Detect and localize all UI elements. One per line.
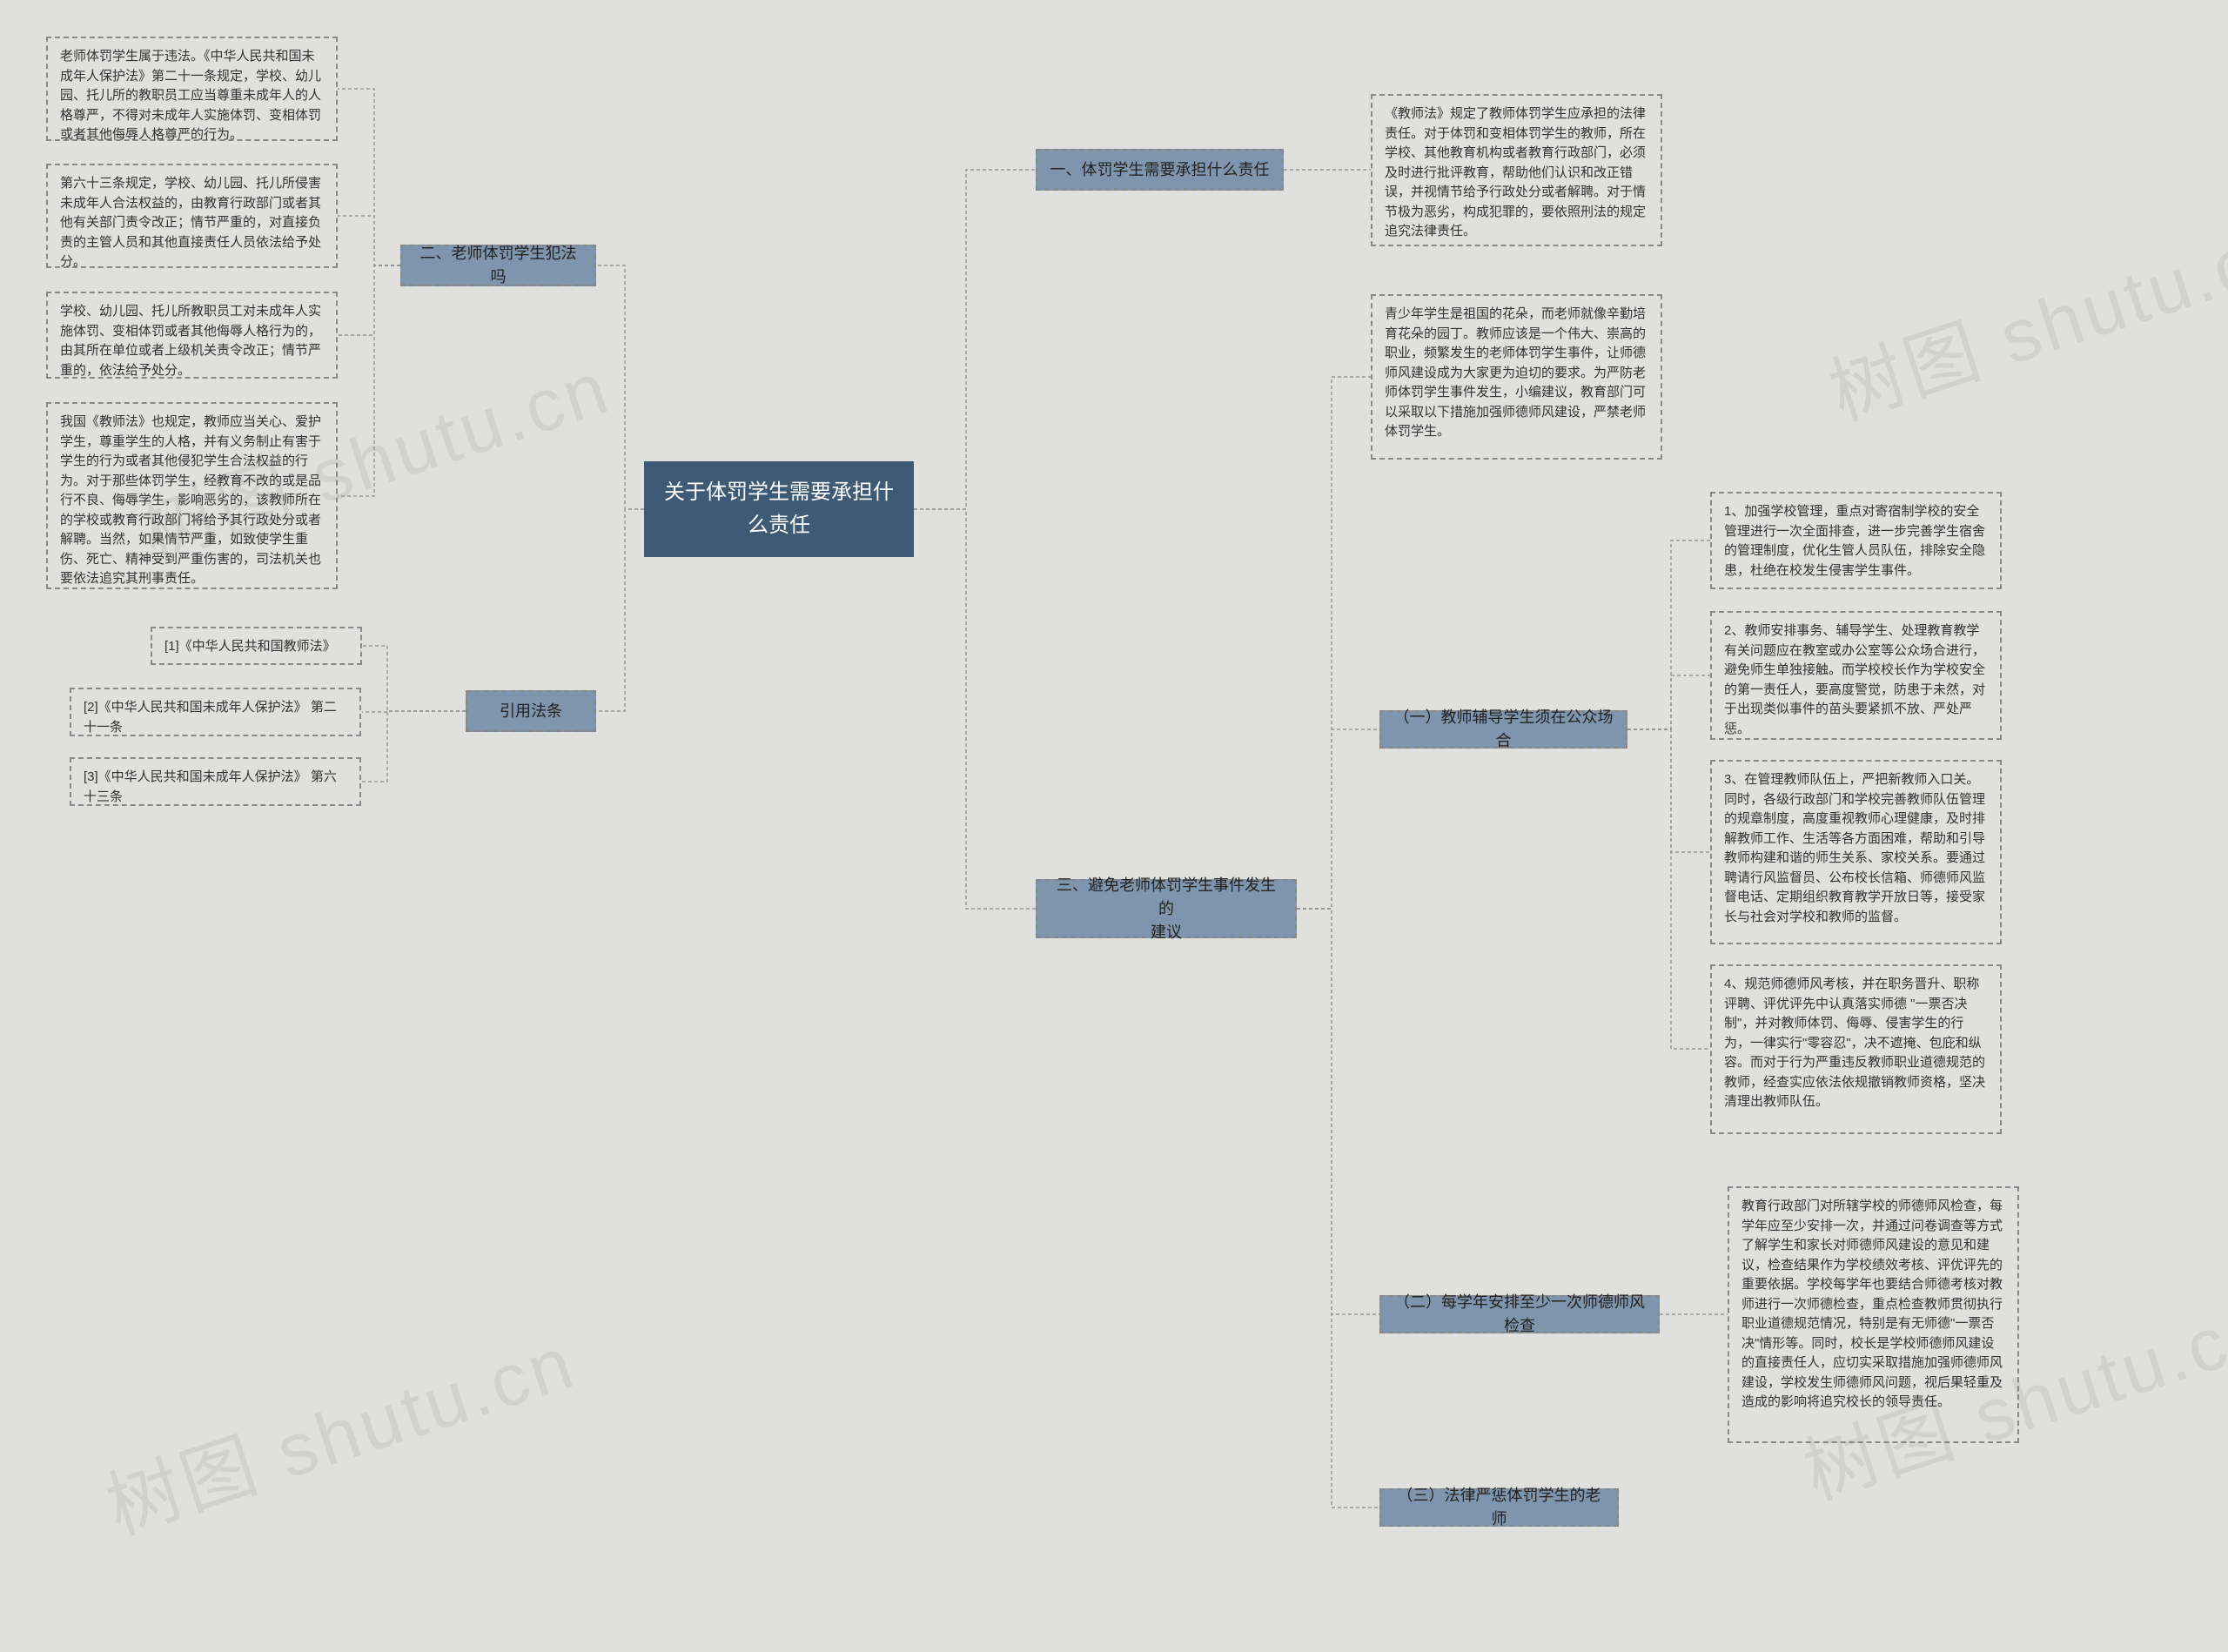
leaf: 1、加强学校管理，重点对寄宿制学校的安全管理进行一次全面排查，进一步完善学生宿舍… — [1710, 492, 2002, 589]
cat-left-2: 引用法条 — [466, 690, 596, 732]
leaf: [3]《中华人民共和国未成年人保护法》 第六十三条 — [70, 757, 361, 806]
watermark: 树图 shutu.cn — [91, 1303, 587, 1555]
cat-right-1: 一、体罚学生需要承担什么责任 — [1036, 149, 1284, 191]
leaf: 学校、幼儿园、托儿所教职员工对未成年人实施体罚、变相体罚或者其他侮辱人格行为的，… — [46, 292, 338, 379]
leaf: 老师体罚学生属于违法。《中华人民共和国未成年人保护法》第二十一条规定，学校、幼儿… — [46, 37, 338, 141]
leaf: 第六十三条规定，学校、幼儿园、托儿所侵害未成年人合法权益的，由教育行政部门或者其… — [46, 164, 338, 268]
leaf: [1]《中华人民共和国教师法》 — [151, 627, 362, 665]
leaf: 2、教师安排事务、辅导学生、处理教育教学有关问题应在教室或办公室等公众场合进行，… — [1710, 611, 2002, 740]
cat-left-1: 二、老师体罚学生犯法吗 — [400, 245, 596, 286]
subcat-2: （二）每学年安排至少一次师德师风检查 — [1379, 1295, 1660, 1333]
center-node: 关于体罚学生需要承担什 么责任 — [644, 461, 914, 557]
subcat-3: （三）法律严惩体罚学生的老师 — [1379, 1488, 1619, 1527]
leaf: 教育行政部门对所辖学校的师德师风检查，每学年应至少安排一次，并通过问卷调查等方式… — [1728, 1186, 2019, 1443]
cat-right-3: 三、避免老师体罚学生事件发生的 建议 — [1036, 879, 1297, 938]
leaf-intro: 青少年学生是祖国的花朵，而老师就像辛勤培育花朵的园丁。教师应该是一个伟大、崇高的… — [1371, 294, 1662, 460]
leaf: 4、规范师德师风考核，并在职务晋升、职称评聘、评优评先中认真落实师德 "一票否决… — [1710, 964, 2002, 1134]
leaf: 《教师法》规定了教师体罚学生应承担的法律责任。对于体罚和变相体罚学生的教师，所在… — [1371, 94, 1662, 246]
watermark: 树图 shutu.cn — [1815, 189, 2228, 441]
leaf: 3、在管理教师队伍上，严把新教师入口关。同时，各级行政部门和学校完善教师队伍管理… — [1710, 760, 2002, 944]
leaf: 我国《教师法》也规定，教师应当关心、爱护学生，尊重学生的人格，并有义务制止有害于… — [46, 402, 338, 589]
subcat-1: （一）教师辅导学生须在公众场合 — [1379, 710, 1627, 749]
leaf: [2]《中华人民共和国未成年人保护法》 第二十一条 — [70, 688, 361, 736]
